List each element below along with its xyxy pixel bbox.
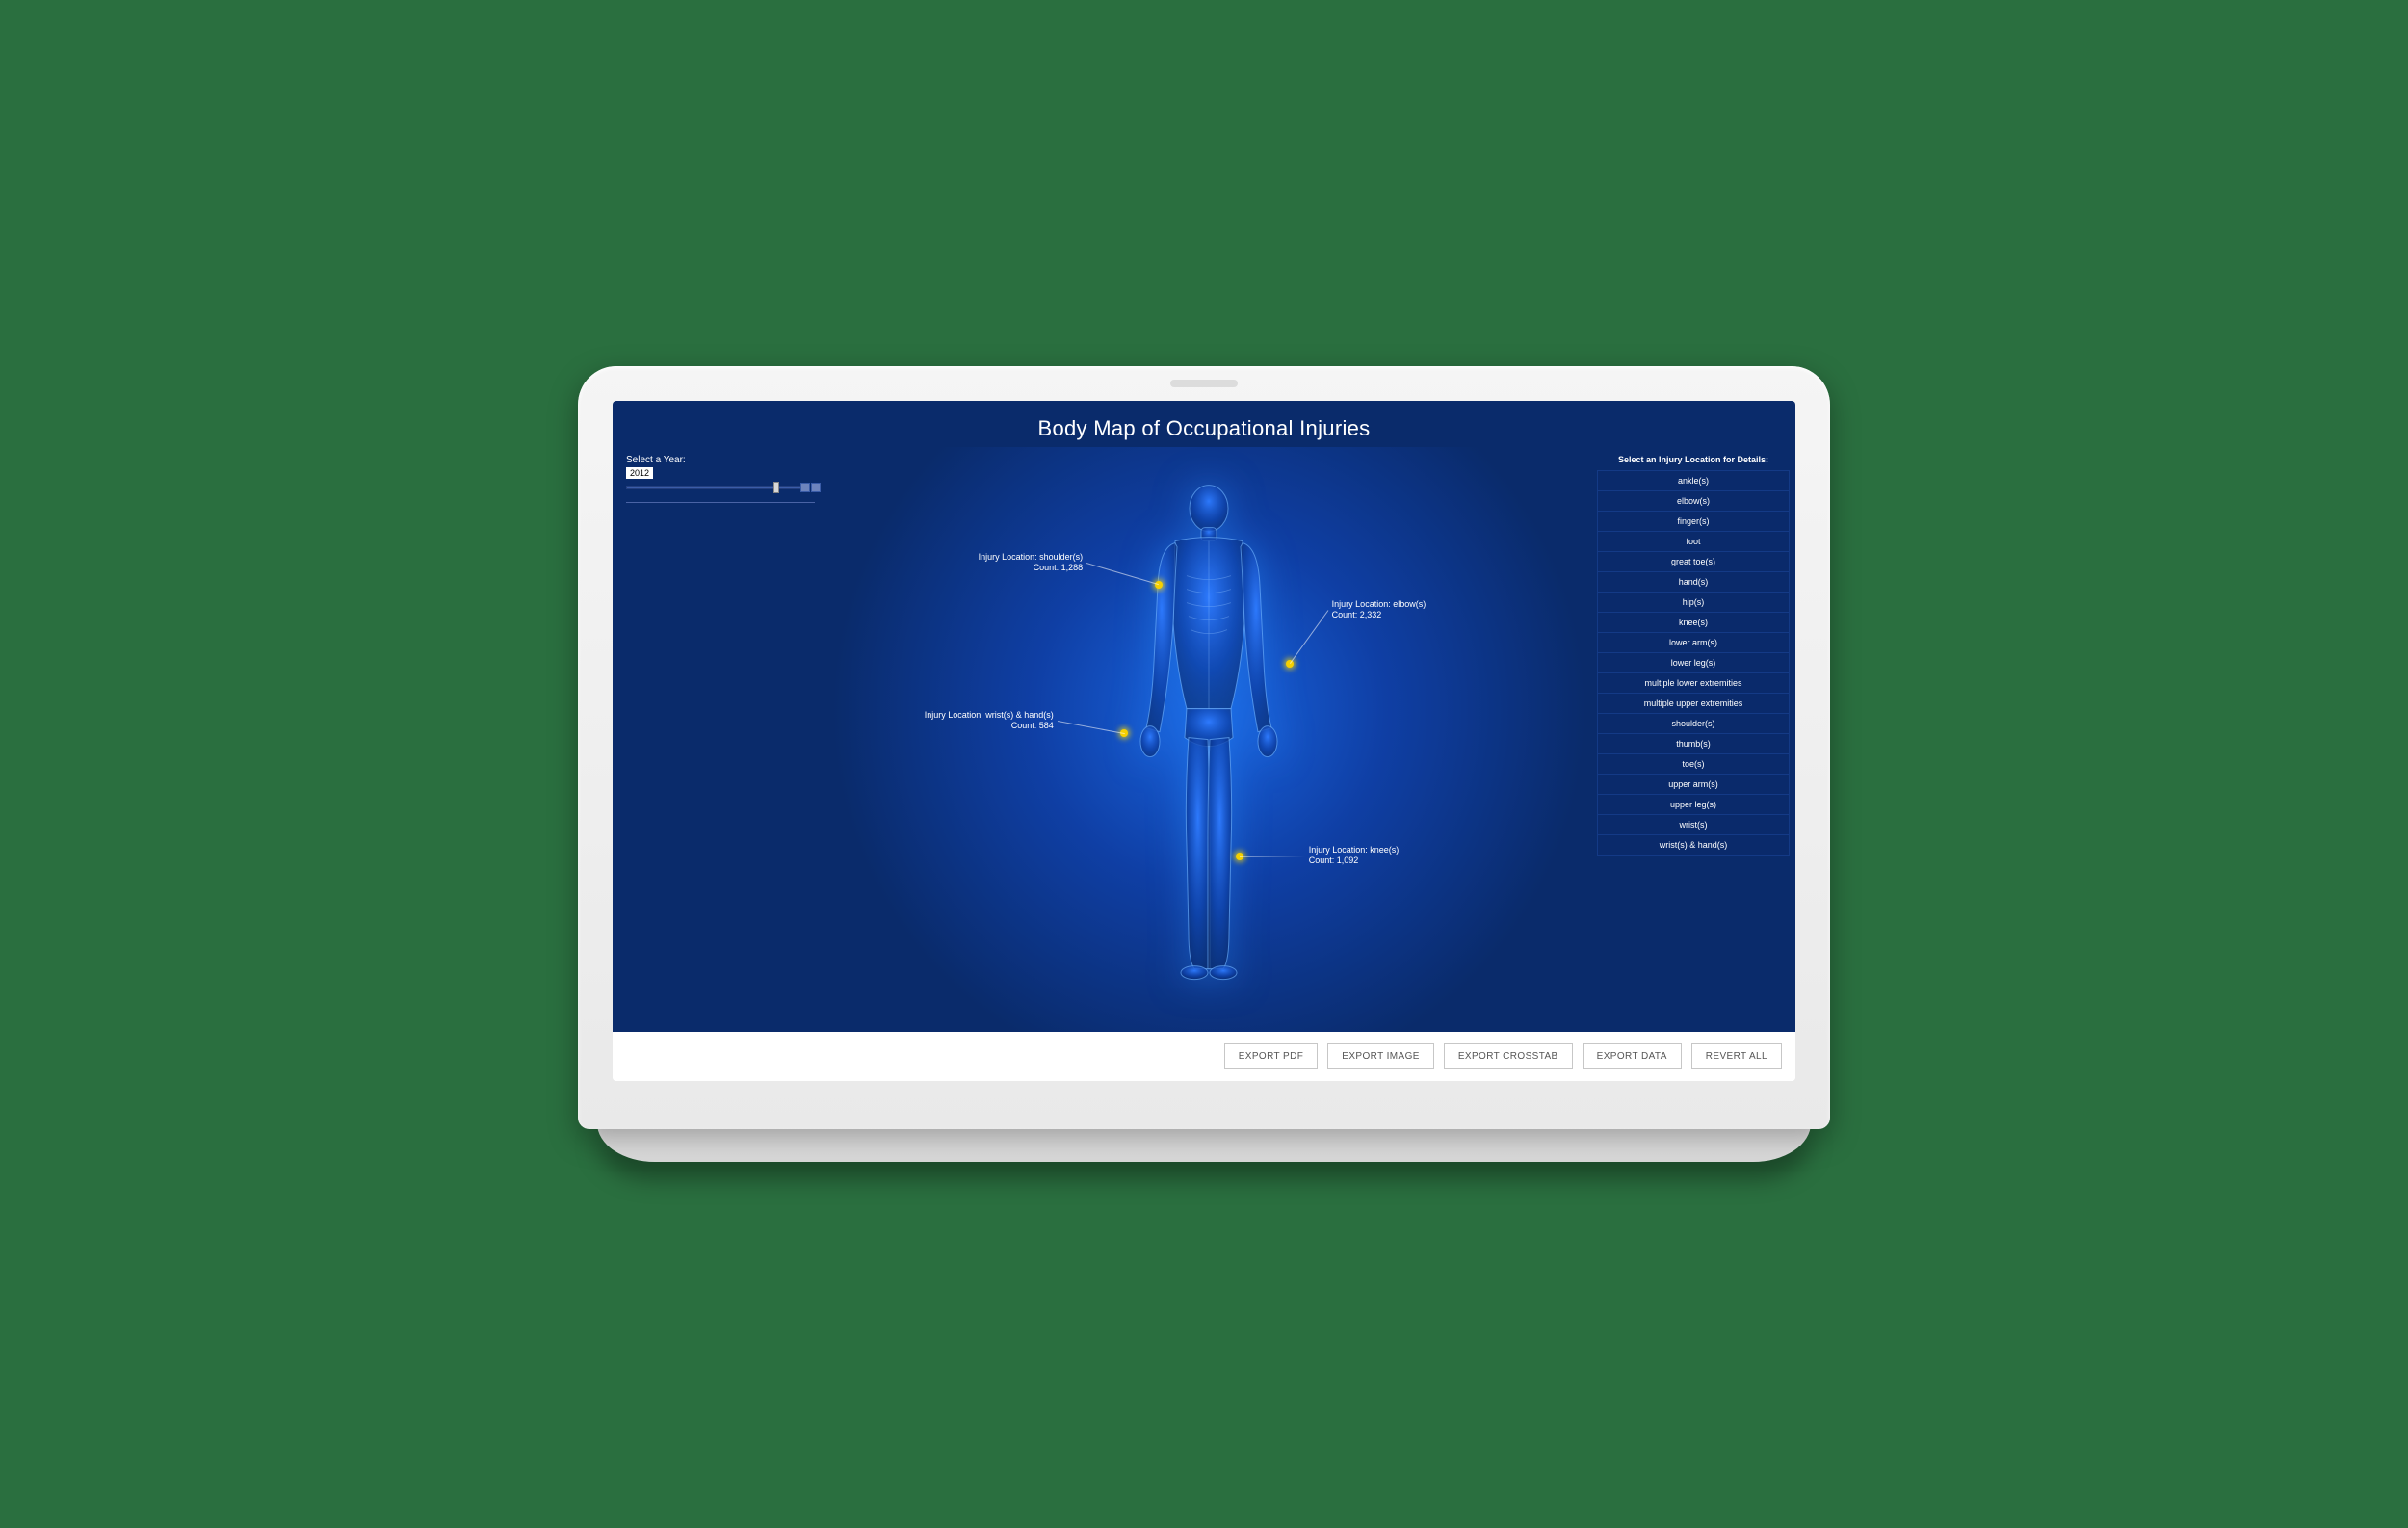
location-item[interactable]: wrist(s) <box>1597 815 1790 835</box>
location-item[interactable]: multiple upper extremities <box>1597 694 1790 714</box>
callout-line1: Injury Location: knee(s) <box>1309 845 1400 856</box>
callout-line1: Injury Location: shoulder(s) <box>979 552 1084 563</box>
location-item[interactable]: upper arm(s) <box>1597 775 1790 795</box>
body-map[interactable]: Injury Location: shoulder(s)Count: 1,288… <box>824 447 1593 1032</box>
location-item[interactable]: multiple lower extremities <box>1597 673 1790 694</box>
slider-label: Select a Year: <box>626 455 815 465</box>
callout-line1: Injury Location: wrist(s) & hand(s) <box>925 710 1054 721</box>
location-item[interactable]: ankle(s) <box>1597 470 1790 491</box>
location-item[interactable]: elbow(s) <box>1597 491 1790 512</box>
location-list-panel: Select an Injury Location for Details: a… <box>1593 447 1795 1032</box>
callout-wrist-hand: Injury Location: wrist(s) & hand(s)Count… <box>925 710 1054 732</box>
slider-value: 2012 <box>626 467 653 479</box>
screen: Body Map of Occupational Injuries Select… <box>613 401 1795 1081</box>
location-item[interactable]: finger(s) <box>1597 512 1790 532</box>
slider-step-fwd-icon[interactable] <box>811 483 821 492</box>
location-item[interactable]: hand(s) <box>1597 572 1790 593</box>
dashboard-body: Select a Year: 2012 <box>613 447 1795 1032</box>
location-item[interactable]: foot <box>1597 532 1790 552</box>
export-pdf-button[interactable]: EXPORT PDF <box>1224 1043 1319 1069</box>
revert-all-button[interactable]: REVERT ALL <box>1691 1043 1782 1069</box>
location-list-header: Select an Injury Location for Details: <box>1597 451 1790 470</box>
slider-ticks <box>626 502 815 503</box>
human-figure-icon <box>1117 479 1300 980</box>
callout-elbow: Injury Location: elbow(s)Count: 2,332 <box>1332 599 1426 621</box>
year-slider-panel: Select a Year: 2012 <box>613 447 824 1032</box>
callout-knee: Injury Location: knee(s)Count: 1,092 <box>1309 845 1400 867</box>
location-item[interactable]: great toe(s) <box>1597 552 1790 572</box>
export-data-button[interactable]: EXPORT DATA <box>1583 1043 1682 1069</box>
export-image-button[interactable]: EXPORT IMAGE <box>1327 1043 1434 1069</box>
action-bar: EXPORT PDF EXPORT IMAGE EXPORT CROSSTAB … <box>613 1032 1795 1081</box>
location-item[interactable]: lower arm(s) <box>1597 633 1790 653</box>
location-list: ankle(s)elbow(s)finger(s)footgreat toe(s… <box>1597 470 1790 856</box>
location-item[interactable]: shoulder(s) <box>1597 714 1790 734</box>
callout-shoulder: Injury Location: shoulder(s)Count: 1,288 <box>979 552 1084 574</box>
location-item[interactable]: lower leg(s) <box>1597 653 1790 673</box>
export-crosstab-button[interactable]: EXPORT CROSSTAB <box>1444 1043 1573 1069</box>
location-item[interactable]: toe(s) <box>1597 754 1790 775</box>
location-item[interactable]: upper leg(s) <box>1597 795 1790 815</box>
location-item[interactable]: hip(s) <box>1597 593 1790 613</box>
year-slider[interactable] <box>626 481 815 502</box>
laptop-mockup: Body Map of Occupational Injuries Select… <box>578 366 1830 1162</box>
laptop-lid: Body Map of Occupational Injuries Select… <box>578 366 1830 1129</box>
callout-line2: Count: 1,092 <box>1309 856 1400 866</box>
location-item[interactable]: thumb(s) <box>1597 734 1790 754</box>
location-item[interactable]: wrist(s) & hand(s) <box>1597 835 1790 856</box>
callout-line2: Count: 1,288 <box>979 563 1084 573</box>
callout-line1: Injury Location: elbow(s) <box>1332 599 1426 610</box>
connector-wrist-hand <box>1058 721 1125 734</box>
dashboard: Body Map of Occupational Injuries Select… <box>613 401 1795 1032</box>
callout-line2: Count: 2,332 <box>1332 610 1426 620</box>
callout-line2: Count: 584 <box>925 721 1054 731</box>
dashboard-title: Body Map of Occupational Injuries <box>613 401 1795 447</box>
slider-step-back-icon[interactable] <box>800 483 810 492</box>
location-item[interactable]: knee(s) <box>1597 613 1790 633</box>
